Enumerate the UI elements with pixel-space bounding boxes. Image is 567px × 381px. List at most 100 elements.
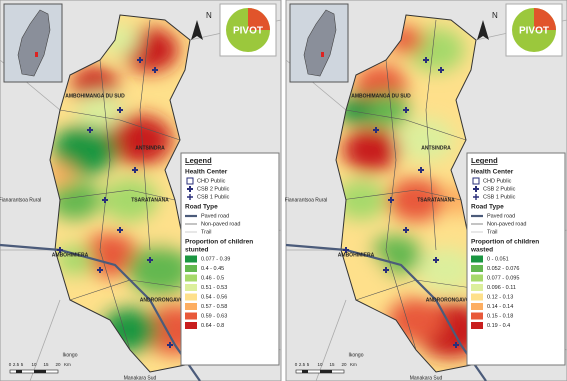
place-label: Fianarantsoa Rural xyxy=(0,197,41,203)
legend-swatch xyxy=(471,303,483,310)
place-label: ANTSINDRA xyxy=(421,145,451,151)
legend-item: Trail xyxy=(487,229,498,235)
scale-label: 15 xyxy=(329,362,335,367)
legend-section: Health Center xyxy=(185,169,228,176)
place-label: AMBOHIMIERA xyxy=(338,252,375,258)
health-center xyxy=(373,127,379,133)
health-center xyxy=(87,127,93,133)
scale-bar-fill xyxy=(302,370,308,373)
legend-class: 0.64 - 0.8 xyxy=(201,323,224,329)
health-center xyxy=(433,257,439,263)
legend-swatch xyxy=(185,265,197,272)
legend-swatch xyxy=(185,255,197,263)
health-center xyxy=(137,57,143,63)
legend-class: 0.15 - 0.18 xyxy=(487,313,513,319)
legend-section: Health Center xyxy=(471,169,514,176)
health-center xyxy=(403,227,409,233)
health-center xyxy=(97,267,103,273)
scale-bar-fill xyxy=(16,370,22,373)
logo-text: PIVOT xyxy=(519,26,549,37)
north-label: N xyxy=(206,11,212,20)
health-center xyxy=(388,197,394,203)
legend-item: Trail xyxy=(201,229,212,235)
health-center xyxy=(167,342,173,348)
legend-title: Legend xyxy=(185,156,212,165)
legend-class: 0.077 - 0.39 xyxy=(201,256,230,262)
health-center xyxy=(423,57,429,63)
heat-blob xyxy=(387,178,445,222)
inset-madagascar xyxy=(17,9,51,77)
legend-class: 0.12 - 0.13 xyxy=(487,294,513,300)
legend-class: 0.57 - 0.58 xyxy=(201,304,227,310)
legend-item: Paved road xyxy=(487,213,515,219)
inset-marker xyxy=(35,52,38,57)
legend-swatch xyxy=(471,284,483,291)
heat-blob xyxy=(76,92,124,128)
scale-label: 2.5 xyxy=(299,362,306,367)
legend-section: Road Type xyxy=(471,204,504,211)
heat-surface xyxy=(50,15,205,372)
heat-blob xyxy=(127,245,193,295)
legend-class: 0.096 - 0.11 xyxy=(487,285,516,291)
legend-swatch xyxy=(185,303,197,310)
legend-section: stunted xyxy=(185,247,209,254)
health-center xyxy=(57,247,63,253)
heat-blob xyxy=(145,215,185,245)
heat-blob xyxy=(336,180,387,220)
legend-symbol xyxy=(472,177,480,185)
health-center xyxy=(418,167,424,173)
legend-box xyxy=(466,152,566,366)
legend-class: 0.59 - 0.63 xyxy=(201,313,227,319)
place-label: ANDRORONGAVOLA xyxy=(140,297,191,303)
paved-road xyxy=(0,243,201,381)
legend-symbol xyxy=(473,186,479,192)
legend-swatch xyxy=(185,274,197,282)
heat-blob xyxy=(342,128,400,172)
scale-bar-fill xyxy=(320,370,332,373)
legend-section: Road Type xyxy=(185,204,218,211)
legend-class: 0.052 - 0.076 xyxy=(487,266,519,272)
legend-swatch xyxy=(185,322,197,329)
legend-symbol xyxy=(473,194,479,200)
north-arrow xyxy=(191,20,203,40)
place-label: AMBOHIMANGA DU SUD xyxy=(351,93,411,99)
scale-label: 10 xyxy=(317,362,323,367)
legend-class: 0.19 - 0.4 xyxy=(487,323,510,329)
place-label: Manakara Sud xyxy=(410,375,443,381)
health-center xyxy=(453,342,459,348)
place-label: TSARATANANA xyxy=(417,197,455,203)
legend-item: CSB 1 Public xyxy=(197,194,230,200)
legend-swatch xyxy=(185,312,197,320)
health-center xyxy=(147,257,153,263)
north-arrow xyxy=(477,20,489,40)
scale-label: 0 xyxy=(9,362,12,367)
place-label: Manakara Sud xyxy=(124,375,157,381)
map-panel: AMBOHIMANGA DU SUD ANTSINDRA TSARATANANA AM… xyxy=(0,0,282,381)
paved-road xyxy=(285,243,487,381)
legend-swatch xyxy=(185,293,197,301)
legend-class: 0.46 - 0.5 xyxy=(201,275,224,281)
logo-text: PIVOT xyxy=(233,26,263,37)
legend-swatch xyxy=(185,284,197,291)
health-center xyxy=(343,247,349,253)
legend-item: Non-paved road xyxy=(487,221,526,227)
scale-label: 0 xyxy=(295,362,298,367)
inset-marker xyxy=(321,52,324,57)
legend-symbol xyxy=(186,177,194,185)
north-label: N xyxy=(492,11,498,20)
legend-box xyxy=(180,152,280,366)
scale-label: 5 xyxy=(21,362,24,367)
logo-accent xyxy=(534,8,556,30)
legend-symbol xyxy=(187,194,193,200)
place-label: ANDRORONGAVOLA xyxy=(426,297,477,303)
heat-blob xyxy=(346,255,386,285)
legend-item: CHD Public xyxy=(197,178,226,184)
legend-swatch xyxy=(471,274,483,282)
scale-label: 5 xyxy=(307,362,310,367)
health-center xyxy=(152,67,158,73)
legend-class: 0.14 - 0.14 xyxy=(487,304,513,310)
heat-blob xyxy=(52,125,118,175)
legend-item: Paved road xyxy=(201,213,229,219)
health-center xyxy=(132,167,138,173)
scale-label: 2.5 xyxy=(13,362,20,367)
